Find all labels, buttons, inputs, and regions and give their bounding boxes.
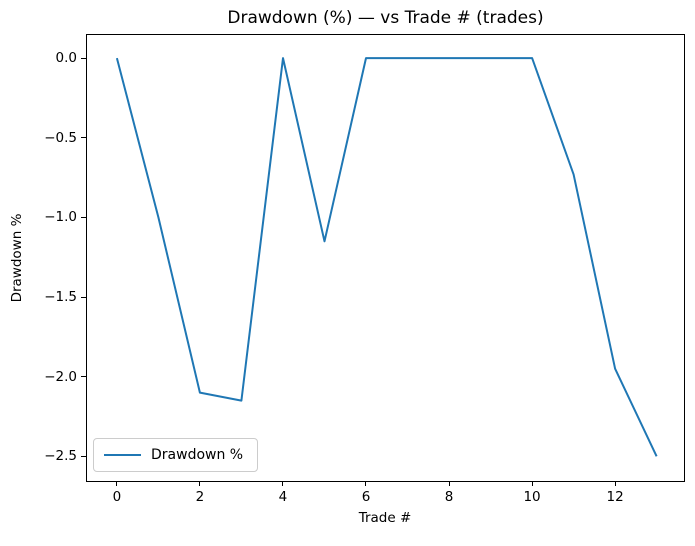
x-tick-mark (365, 481, 367, 486)
legend-line-swatch (104, 454, 141, 456)
drawdown-series-line (115, 57, 658, 457)
x-tick-mark (614, 481, 616, 486)
y-tick-mark (81, 57, 86, 59)
legend: Drawdown % (93, 438, 259, 472)
y-tick-mark (81, 296, 86, 298)
y-tick-mark (81, 137, 86, 139)
line-chart-svg (115, 57, 658, 457)
x-tick-label: 10 (523, 489, 541, 505)
y-tick-label: −0.5 (44, 129, 77, 146)
x-tick-label: 12 (606, 489, 624, 505)
x-tick-mark (116, 481, 118, 486)
y-tick-label: −2.5 (44, 448, 77, 465)
x-tick-label: 4 (278, 489, 288, 505)
y-tick-label: −1.0 (44, 209, 77, 226)
chart-title: Drawdown (%) — vs Trade # (trades) (227, 8, 544, 28)
plot-area: Drawdown % (87, 35, 684, 481)
y-tick-label: −1.5 (44, 289, 77, 306)
x-tick-mark (282, 481, 284, 486)
legend-label: Drawdown % (151, 447, 244, 463)
y-tick-mark (81, 216, 86, 218)
y-tick-label: 0.0 (55, 50, 77, 67)
y-tick-label: −2.0 (44, 368, 77, 385)
x-tick-label: 0 (112, 489, 122, 505)
x-tick-label: 6 (361, 489, 371, 505)
x-axis-label: Trade # (358, 510, 412, 526)
x-tick-mark (199, 481, 201, 486)
x-tick-mark (448, 481, 450, 486)
y-tick-mark (81, 455, 86, 457)
y-tick-mark (81, 376, 86, 378)
x-tick-label: 8 (444, 489, 454, 505)
x-tick-mark (531, 481, 533, 486)
x-tick-label: 2 (195, 489, 205, 505)
